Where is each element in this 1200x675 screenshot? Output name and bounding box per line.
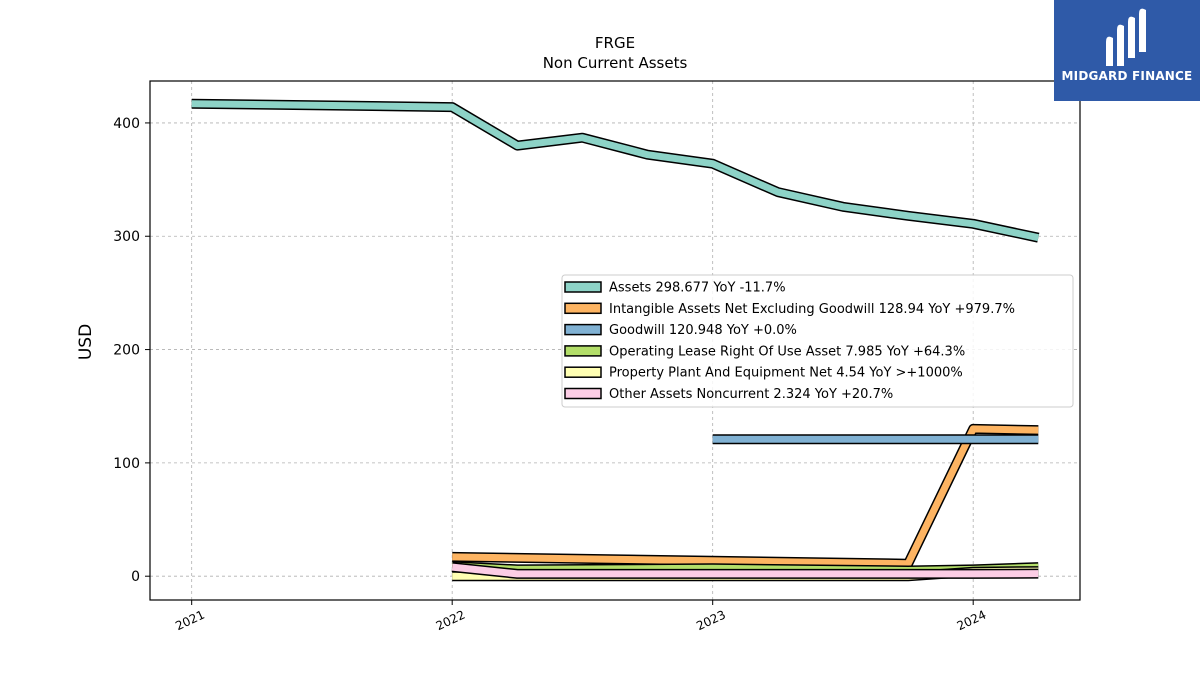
legend-label: Goodwill 120.948 YoY +0.0% <box>609 323 797 338</box>
legend-label: Property Plant And Equipment Net 4.54 Yo… <box>609 366 963 381</box>
series-line <box>451 563 1039 578</box>
legend-item: Assets 298.677 YoY -11.7% <box>564 281 786 296</box>
legend-label: Intangible Assets Net Excluding Goodwill… <box>609 302 1015 317</box>
x-tick-label: 2023 <box>694 608 728 634</box>
legend: Assets 298.677 YoY -11.7% Intangible Asse… <box>561 274 1074 408</box>
y-tick-label: 200 <box>113 343 140 359</box>
series-layer <box>191 98 1040 582</box>
legend-swatch <box>564 323 602 336</box>
y-axis-label: USD <box>76 324 96 360</box>
legend-item: Property Plant And Equipment Net 4.54 Yo… <box>564 366 963 381</box>
chart-title: FRGE <box>595 34 635 52</box>
midgard-logo-icon <box>1106 8 1146 67</box>
chart-subtitle: Non Current Assets <box>543 54 688 72</box>
x-tick-label: 2022 <box>434 608 468 634</box>
series-1 <box>452 423 1039 569</box>
legend-label: Assets 298.677 YoY -11.7% <box>609 281 786 296</box>
y-tick-label: 100 <box>113 456 140 472</box>
legend-item: Other Assets Noncurrent 2.324 YoY +20.7% <box>564 387 893 402</box>
legend-swatch <box>564 281 602 293</box>
legend-label: Other Assets Noncurrent 2.324 YoY +20.7% <box>609 387 893 402</box>
legend-swatch <box>564 387 602 400</box>
series-line-outline <box>452 423 1039 569</box>
brand-name: MIDGARD FINANCE <box>1061 69 1193 83</box>
y-tick-label: 400 <box>113 116 140 132</box>
series-line <box>191 100 1040 242</box>
series-line <box>452 425 1039 568</box>
legend-swatch <box>564 302 602 315</box>
x-tick-label: 2024 <box>955 608 989 634</box>
series-0 <box>191 98 1040 243</box>
y-tick-label: 0 <box>131 569 140 585</box>
legend-label: Operating Lease Right Of Use Asset 7.985… <box>609 344 965 359</box>
legend-item: Goodwill 120.948 YoY +0.0% <box>564 323 797 338</box>
series-5 <box>451 562 1039 579</box>
x-tick-label: 2021 <box>173 608 207 634</box>
brand-logo: MIDGARD FINANCE <box>1054 0 1200 101</box>
legend-swatch <box>564 366 602 378</box>
legend-item: Intangible Assets Net Excluding Goodwill… <box>564 302 1015 317</box>
legend-swatch <box>564 345 602 357</box>
y-tick-label: 300 <box>113 229 140 245</box>
legend-box <box>561 274 1074 408</box>
legend-item: Operating Lease Right Of Use Asset 7.985… <box>564 344 965 359</box>
plot-frame <box>149 80 1081 601</box>
